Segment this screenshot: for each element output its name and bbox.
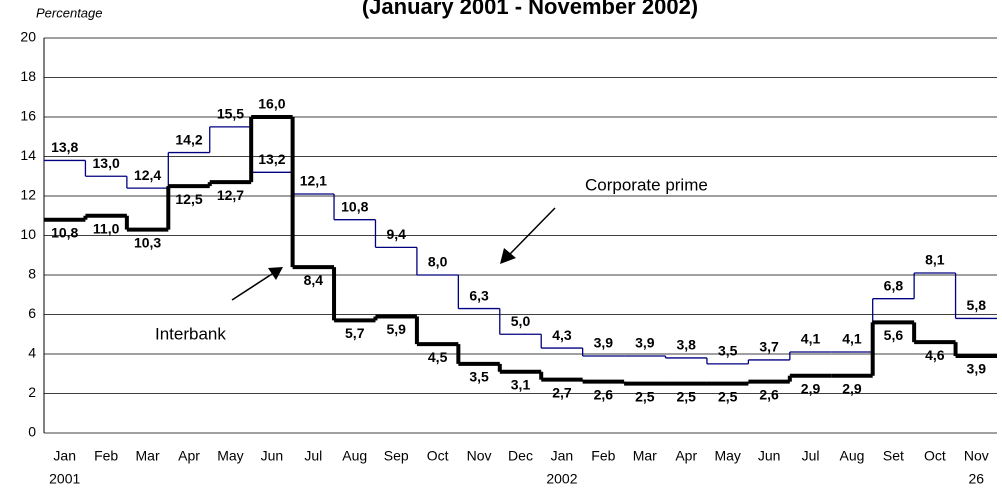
x-tick-label: Jul (304, 448, 322, 464)
y-tick-label: 10 (20, 226, 36, 242)
value-label: 2,9 (801, 380, 821, 396)
y-tick-label: 2 (28, 384, 36, 400)
x-sublabel: 2002 (546, 471, 577, 487)
value-label: 12,4 (134, 167, 161, 183)
y-tick-label: 14 (20, 147, 36, 163)
x-tick-label: Set (883, 448, 904, 464)
x-sublabel: 26 (968, 471, 984, 487)
value-label: 4,1 (801, 331, 821, 347)
x-tick-label: Sep (384, 448, 409, 464)
value-label: 6,3 (469, 287, 489, 303)
x-tick-label: Feb (94, 448, 118, 464)
value-label: 4,3 (552, 327, 572, 343)
x-tick-label: Dec (508, 448, 533, 464)
y-tick-label: 0 (28, 424, 36, 440)
value-label: 2,7 (552, 384, 572, 400)
value-label: 3,7 (759, 339, 779, 355)
annotation: Corporate prime (585, 175, 708, 194)
x-tick-label: May (714, 448, 740, 464)
x-tick-label: Aug (840, 448, 865, 464)
y-tick-label: 12 (20, 187, 36, 203)
y-tick-label: 20 (20, 29, 36, 45)
value-label: 12,7 (217, 187, 244, 203)
x-sublabel: 2001 (49, 471, 80, 487)
value-label: 10,8 (341, 198, 368, 214)
value-label: 13,0 (93, 155, 120, 171)
y-tick-label: 18 (20, 68, 36, 84)
annotation: Interbank (155, 324, 226, 343)
value-label: 2,6 (594, 386, 614, 402)
value-label: 3,9 (635, 335, 655, 351)
value-label: 12,5 (175, 191, 202, 207)
value-label: 8,1 (925, 252, 945, 268)
value-label: 3,8 (677, 337, 697, 353)
x-tick-label: Nov (467, 448, 492, 464)
x-tick-label: Apr (178, 448, 200, 464)
value-label: 4,1 (842, 331, 862, 347)
value-label: 16,0 (258, 96, 285, 112)
chart-title: (January 2001 - November 2002) (362, 0, 698, 19)
x-tick-label: Mar (633, 448, 657, 464)
x-tick-label: Oct (427, 448, 449, 464)
x-tick-label: Oct (924, 448, 946, 464)
value-label: 8,0 (428, 254, 448, 270)
y-tick-label: 6 (28, 305, 36, 321)
x-tick-label: Jan (53, 448, 76, 464)
x-tick-label: Jun (758, 448, 781, 464)
x-tick-label: Aug (342, 448, 367, 464)
y-tick-label: 4 (28, 345, 36, 361)
value-label: 3,9 (967, 361, 987, 377)
value-label: 2,9 (842, 380, 862, 396)
value-label: 8,4 (304, 272, 324, 288)
value-label: 2,5 (677, 388, 697, 404)
value-label: 9,4 (386, 226, 406, 242)
x-tick-label: Jan (551, 448, 574, 464)
value-label: 12,1 (300, 173, 327, 189)
value-label: 13,8 (51, 139, 78, 155)
arrow (231, 207, 556, 301)
x-tick-label: Feb (591, 448, 615, 464)
x-tick-label: Jun (261, 448, 284, 464)
y-axis-label: Percentage (36, 5, 103, 20)
value-label: 5,0 (511, 313, 531, 329)
value-label: 2,5 (718, 388, 738, 404)
value-label: 2,6 (759, 386, 779, 402)
value-label: 5,9 (386, 321, 406, 337)
x-tick-label: Nov (964, 448, 989, 464)
value-label: 2,5 (635, 388, 655, 404)
value-label: 11,0 (93, 220, 120, 236)
value-label: 3,5 (718, 343, 738, 359)
value-label: 4,5 (428, 349, 448, 365)
value-label: 14,2 (175, 131, 202, 147)
value-label: 5,6 (884, 327, 904, 343)
value-label: 4,6 (925, 347, 945, 363)
y-tick-label: 16 (20, 108, 36, 124)
value-label: 5,8 (967, 297, 987, 313)
x-tick-label: Mar (136, 448, 160, 464)
x-tick-label: May (217, 448, 243, 464)
value-label: 13,2 (258, 151, 285, 167)
value-label: 10,8 (51, 224, 78, 240)
value-label: 5,7 (345, 325, 365, 341)
value-label: 3,5 (469, 369, 489, 385)
value-label: 10,3 (134, 234, 161, 250)
x-tick-label: Apr (675, 448, 697, 464)
x-tick-label: Jul (802, 448, 820, 464)
value-label: 3,9 (594, 335, 614, 351)
y-tick-label: 8 (28, 266, 36, 282)
value-label: 3,1 (511, 376, 531, 392)
value-label: 15,5 (217, 106, 244, 122)
value-label: 6,8 (884, 277, 904, 293)
